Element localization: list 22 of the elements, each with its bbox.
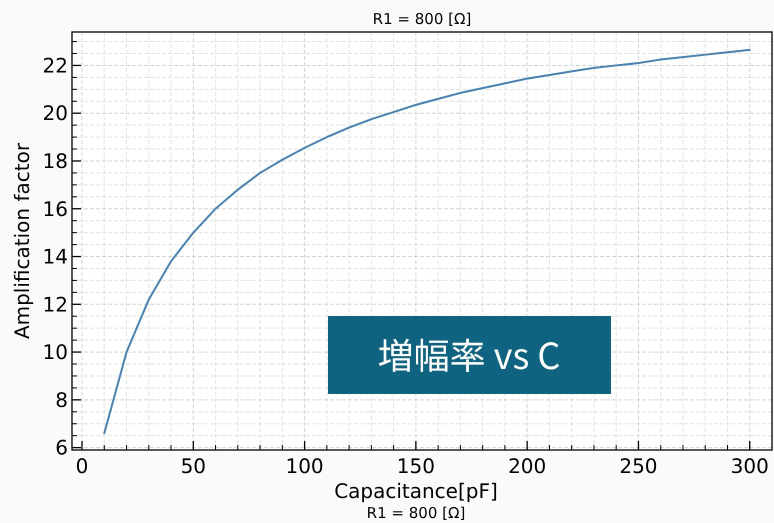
x-tick-label: 150	[396, 454, 435, 478]
text: R1 = 800 [Ω]	[366, 504, 466, 522]
annotation: 増幅率 vs C	[378, 328, 560, 380]
y-tick-label: 18	[42, 148, 68, 173]
y-tick-label: 16	[42, 196, 68, 221]
x-axis-title: Capacitance[pF]	[334, 479, 498, 503]
x-tick-label: 0	[76, 454, 88, 478]
x-tick-label: 300	[730, 454, 769, 478]
annotation: 増幅率 vs C	[328, 316, 611, 394]
y-tick-label: 12	[42, 292, 68, 316]
x-tick-label: 50	[180, 454, 206, 478]
y-axis-title: Amplification factor	[10, 142, 34, 340]
y-tick-label: 14	[42, 244, 68, 269]
y-tick-label: 22	[42, 53, 68, 78]
x-tick-label: 200	[508, 454, 546, 478]
chart-title: R1 = 800 [Ω]	[372, 10, 472, 28]
x-tick-label: 100	[286, 454, 324, 478]
y-tick-label: 10	[42, 340, 68, 364]
y-tick-label: 8	[55, 388, 68, 412]
y-tick-label: 6	[55, 436, 68, 460]
x-tick-label: 250	[619, 454, 658, 478]
y-tick-label: 20	[42, 101, 68, 126]
